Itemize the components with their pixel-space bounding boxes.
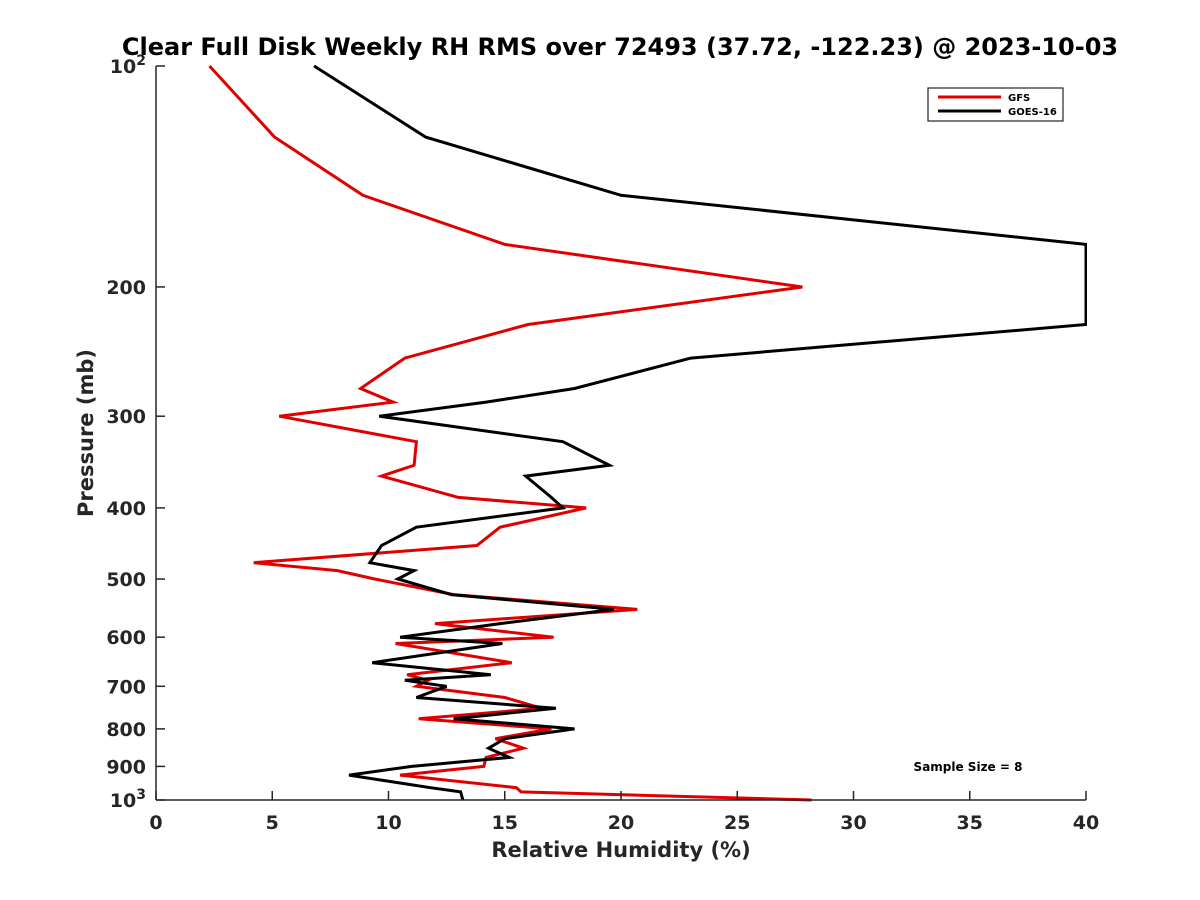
legend: GFS GOES-16	[927, 87, 1064, 122]
x-axis-ticks: 0 5 10 15 20 25 30 35 40	[149, 791, 1099, 834]
x-tick-label: 25	[724, 812, 750, 834]
x-tick-label: 35	[957, 812, 983, 834]
plot-background	[156, 66, 1086, 800]
y-tick-label: 900	[106, 756, 146, 778]
y-tick-label: 200	[106, 277, 146, 299]
series-layer	[208, 64, 1087, 802]
y-tick-label: 500	[106, 569, 146, 591]
x-tick-label: 0	[149, 812, 162, 834]
x-tick-label: 30	[840, 812, 866, 834]
chart-title: Clear Full Disk Weekly RH RMS over 72493…	[122, 33, 1118, 61]
plot-area	[155, 64, 1087, 802]
y-tick-label: 103	[110, 787, 146, 812]
y-tick-label: 400	[106, 498, 146, 520]
legend-box	[927, 87, 1064, 122]
y-tick-label: 700	[106, 676, 146, 698]
y-axis-ticks: 102 200 300 400 500 600 700 800 900 103	[106, 53, 165, 812]
x-tick-label: 20	[608, 812, 634, 834]
y-axis-label: Pressure (mb)	[74, 349, 98, 517]
y-tick-label: 300	[106, 406, 146, 428]
x-tick-label: 5	[266, 812, 279, 834]
y-tick-label: 102	[110, 53, 146, 78]
series-line-goes-16	[313, 64, 1087, 801]
legend-label-goes-16: GOES-16	[1008, 107, 1057, 118]
x-tick-label: 10	[375, 812, 401, 834]
legend-label-gfs: GFS	[1008, 93, 1030, 104]
y-tick-label: 600	[106, 627, 146, 649]
x-axis-label: Relative Humidity (%)	[491, 838, 750, 862]
y-tick-label: 800	[106, 719, 146, 741]
x-tick-label: 40	[1073, 812, 1099, 834]
x-tick-label: 15	[492, 812, 518, 834]
sample-size-annotation: Sample Size = 8	[914, 760, 1023, 774]
